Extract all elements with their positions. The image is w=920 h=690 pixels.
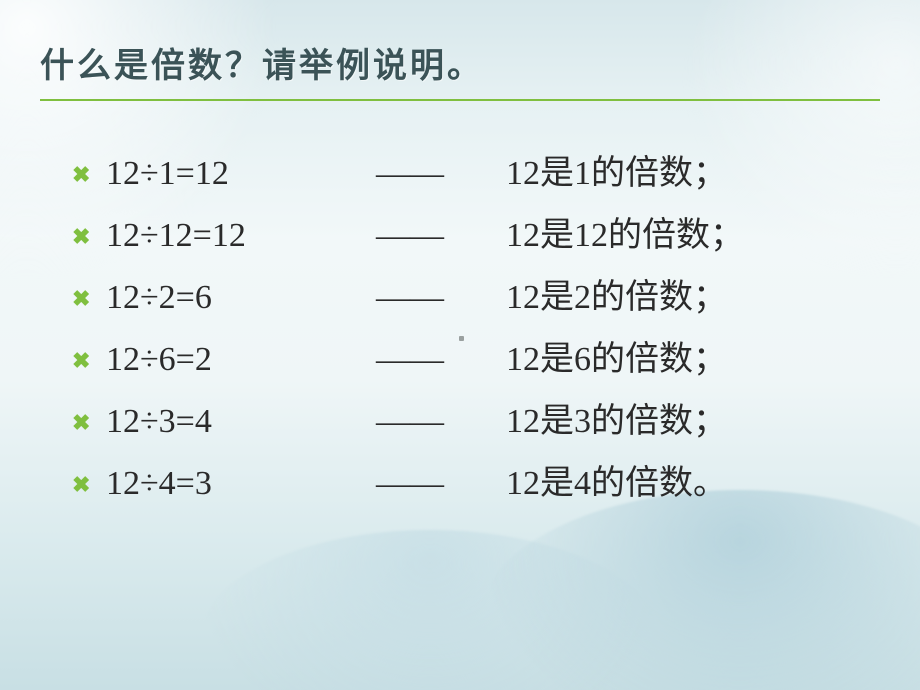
bullet-icon: ✖ (72, 164, 106, 186)
bullet-icon: ✖ (72, 474, 106, 496)
bullet-icon: ✖ (72, 350, 106, 372)
dash-separator: —— (376, 343, 506, 377)
list-item: ✖ 12÷4=3 —— 12是4的倍数。 (72, 467, 880, 501)
list-item: ✖ 12÷12=12 —— 12是12的倍数； (72, 219, 880, 253)
equation-text: 12÷3=4 (106, 405, 376, 439)
dash-separator: —— (376, 467, 506, 501)
equation-text: 12÷4=3 (106, 467, 376, 501)
slide-title: 什么是倍数？请举例说明。 (40, 38, 880, 101)
slide-container: 什么是倍数？请举例说明。 ✖ 12÷1=12 —— 12是1的倍数； ✖ 12÷… (0, 0, 920, 690)
dash-separator: —— (376, 157, 506, 191)
bullet-icon: ✖ (72, 288, 106, 310)
equation-text: 12÷2=6 (106, 281, 376, 315)
dash-separator: —— (376, 405, 506, 439)
equation-text: 12÷1=12 (106, 157, 376, 191)
description-text: 12是2的倍数； (506, 281, 727, 315)
description-text: 12是4的倍数。 (506, 467, 727, 501)
list-item: ✖ 12÷2=6 —— 12是2的倍数； (72, 281, 880, 315)
description-text: 12是12的倍数； (506, 219, 744, 253)
equation-text: 12÷12=12 (106, 219, 376, 253)
content-list: ✖ 12÷1=12 —— 12是1的倍数； ✖ 12÷12=12 —— 12是1… (44, 157, 880, 501)
center-marker-icon (459, 336, 464, 341)
list-item: ✖ 12÷6=2 —— 12是6的倍数； (72, 343, 880, 377)
description-text: 12是6的倍数； (506, 343, 727, 377)
dash-separator: —— (376, 219, 506, 253)
dash-separator: —— (376, 281, 506, 315)
description-text: 12是1的倍数； (506, 157, 727, 191)
description-text: 12是3的倍数； (506, 405, 727, 439)
equation-text: 12÷6=2 (106, 343, 376, 377)
list-item: ✖ 12÷1=12 —— 12是1的倍数； (72, 157, 880, 191)
list-item: ✖ 12÷3=4 —— 12是3的倍数； (72, 405, 880, 439)
bullet-icon: ✖ (72, 412, 106, 434)
bullet-icon: ✖ (72, 226, 106, 248)
